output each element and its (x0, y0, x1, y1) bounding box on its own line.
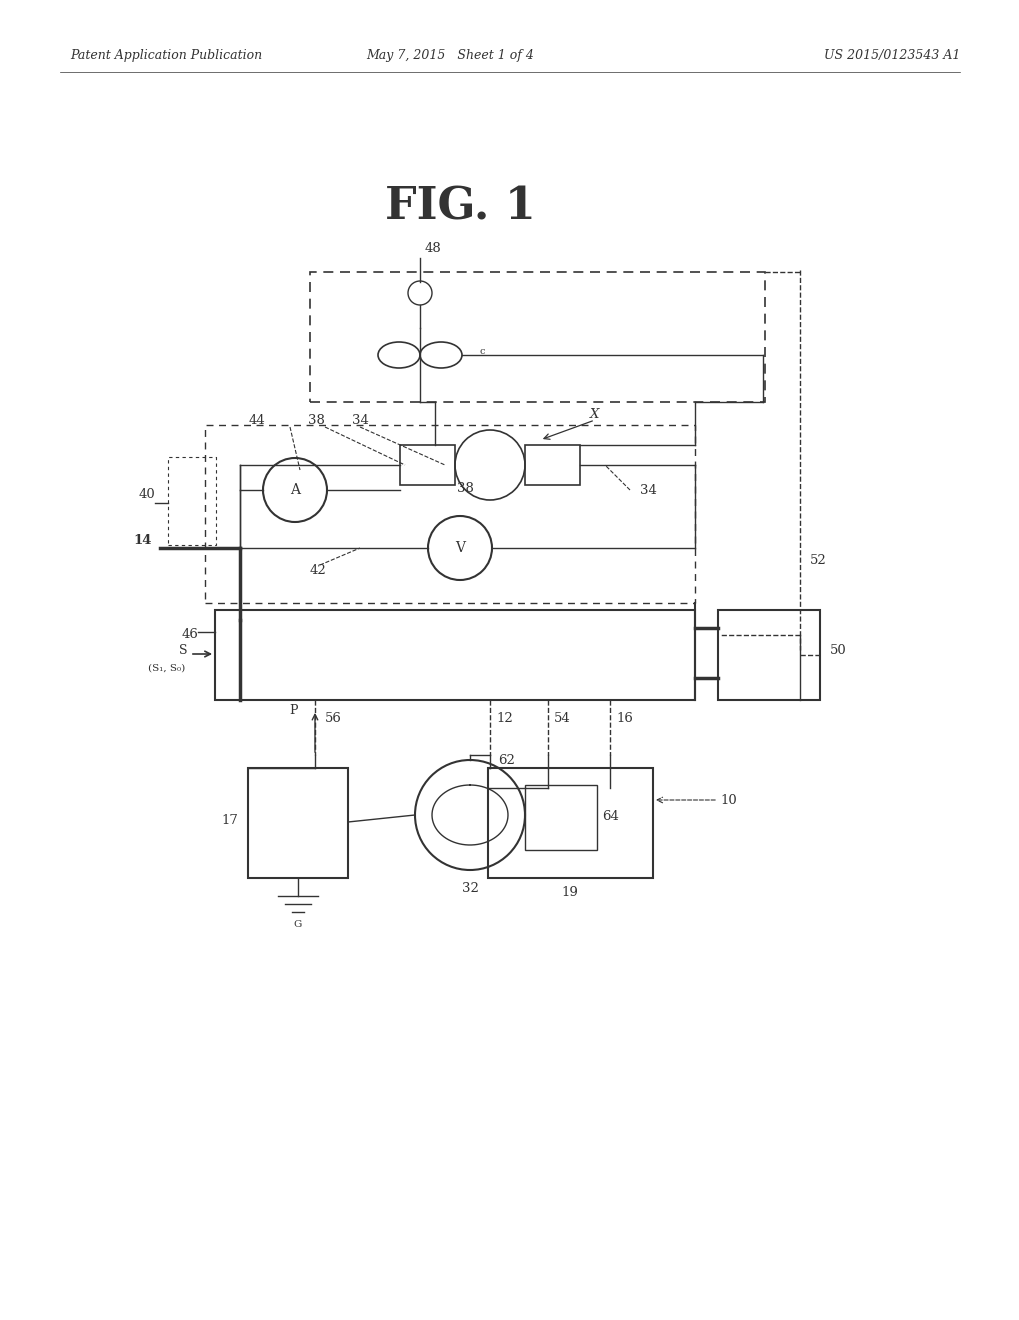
Text: FIG. 1: FIG. 1 (384, 185, 535, 228)
Bar (399, 445, 454, 484)
Text: 32: 32 (462, 882, 478, 895)
Circle shape (428, 516, 491, 579)
Text: A: A (289, 483, 300, 498)
Text: 38: 38 (308, 413, 325, 426)
Text: Patent Application Publication: Patent Application Publication (70, 49, 262, 62)
Text: G: G (293, 920, 302, 929)
Text: 12: 12 (495, 711, 513, 725)
Circle shape (415, 760, 525, 870)
Text: 34: 34 (639, 483, 656, 496)
Text: c: c (480, 347, 485, 356)
Text: 38: 38 (457, 482, 473, 495)
Text: 54: 54 (553, 711, 571, 725)
Text: 62: 62 (497, 754, 515, 767)
Text: 42: 42 (310, 564, 326, 577)
Text: 16: 16 (615, 711, 632, 725)
Bar (717, 610, 819, 700)
Text: 64: 64 (601, 810, 619, 824)
Text: 46: 46 (181, 628, 198, 642)
Text: X: X (589, 408, 599, 421)
Bar (168, 457, 216, 545)
Circle shape (263, 458, 327, 521)
Text: S: S (179, 644, 187, 657)
Bar (525, 445, 580, 484)
Text: 34: 34 (352, 413, 369, 426)
Text: 19: 19 (561, 887, 578, 899)
Bar (205, 425, 694, 603)
Text: 56: 56 (325, 711, 341, 725)
Bar (215, 610, 694, 700)
Text: US 2015/0123543 A1: US 2015/0123543 A1 (822, 49, 959, 62)
Text: 14: 14 (133, 533, 152, 546)
Bar (310, 272, 764, 403)
Text: (S₁, S₀): (S₁, S₀) (148, 664, 184, 672)
Text: 52: 52 (809, 553, 826, 566)
Text: 10: 10 (719, 793, 736, 807)
Text: 48: 48 (425, 242, 441, 255)
Text: 17: 17 (221, 813, 237, 826)
Bar (487, 768, 652, 878)
Text: 44: 44 (248, 413, 265, 426)
Text: P: P (289, 704, 298, 717)
Text: 50: 50 (829, 644, 846, 656)
Text: 40: 40 (139, 488, 155, 502)
Text: V: V (454, 541, 465, 554)
Bar (525, 785, 596, 850)
Bar (248, 768, 347, 878)
Text: May 7, 2015   Sheet 1 of 4: May 7, 2015 Sheet 1 of 4 (366, 49, 533, 62)
